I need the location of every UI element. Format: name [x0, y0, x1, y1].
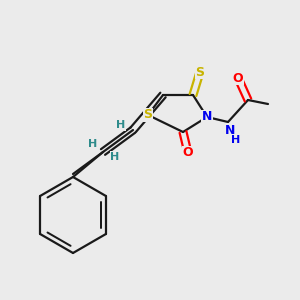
Text: O: O	[183, 146, 193, 160]
Text: S: S	[143, 109, 152, 122]
Text: S: S	[196, 65, 205, 79]
Text: O: O	[233, 71, 243, 85]
Text: H: H	[116, 120, 126, 130]
Text: N: N	[202, 110, 212, 124]
Text: H: H	[110, 152, 120, 162]
Text: H: H	[88, 139, 98, 149]
Text: N: N	[225, 124, 235, 136]
Text: H: H	[231, 135, 241, 145]
